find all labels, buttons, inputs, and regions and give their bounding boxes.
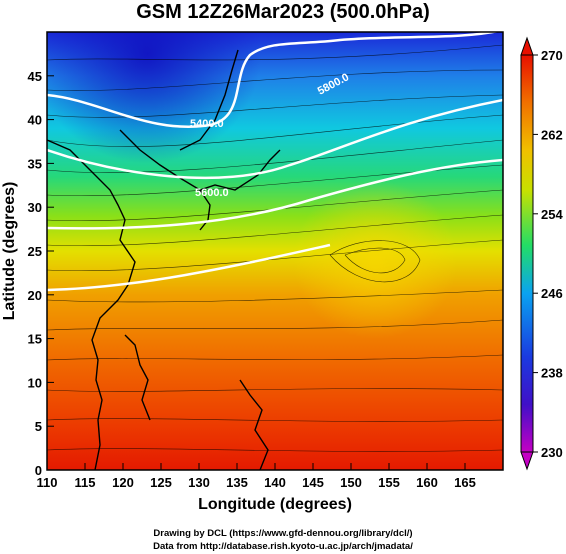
x-tick-label: 165 <box>454 475 476 490</box>
contour-label-5400: 5400.0 <box>190 118 224 130</box>
contour-label-5600: 5600.0 <box>195 187 229 199</box>
geopotential-contours <box>47 32 503 292</box>
y-tick-label: 15 <box>28 332 42 347</box>
x-tick-label: 150 <box>340 475 362 490</box>
x-tick-label: 130 <box>188 475 210 490</box>
y-axis-label: Latitude (degrees) <box>1 182 18 321</box>
colorbar: 230 238 246 254 262 270 <box>520 36 563 471</box>
credit-line-2: Data from http://database.rish.kyoto-u.a… <box>153 541 413 552</box>
colorbar-lower-arrow <box>520 451 534 471</box>
y-tick-label: 10 <box>28 375 42 390</box>
x-axis-label: Longitude (degrees) <box>198 496 352 513</box>
colorbar-tick-label: 238 <box>541 366 563 381</box>
colorbar-tick-label: 254 <box>541 207 563 222</box>
x-tick-label: 155 <box>378 475 400 490</box>
x-tick-label: 140 <box>264 475 286 490</box>
colorbar-tick-label: 270 <box>541 48 563 63</box>
y-tick-label: 25 <box>28 244 42 259</box>
y-axis: 0 5 10 15 20 25 30 35 40 45 <box>28 69 54 478</box>
colorbar-tick-label: 262 <box>541 127 563 142</box>
credit-line-1: Drawing by DCL (https://www.gfd-dennou.o… <box>153 528 413 539</box>
x-tick-label: 145 <box>302 475 324 490</box>
y-tick-label: 5 <box>35 419 42 434</box>
x-tick-label: 135 <box>226 475 248 490</box>
colorbar-tick-label: 246 <box>541 286 563 301</box>
map-title: GSM 12Z26Mar2023 (500.0hPa) <box>136 1 430 23</box>
x-axis: 110 115 120 125 130 135 140 145 150 155 160 165 <box>37 463 476 490</box>
x-tick-label: 160 <box>416 475 438 490</box>
y-tick-label: 40 <box>28 113 42 128</box>
x-tick-label: 115 <box>75 475 96 490</box>
y-tick-label: 35 <box>28 156 42 171</box>
colorbar-tick-label: 230 <box>541 445 563 460</box>
streamlines <box>47 44 503 452</box>
x-tick-label: 125 <box>150 475 172 490</box>
y-tick-label: 0 <box>35 463 42 478</box>
temperature-field: 5400.0 5600.0 5800.0 <box>47 32 503 470</box>
colorbar-upper-arrow <box>520 36 534 56</box>
y-tick-label: 45 <box>28 69 42 84</box>
x-tick-label: 120 <box>112 475 134 490</box>
x-tick-label: 110 <box>37 475 58 490</box>
y-tick-label: 30 <box>28 200 42 215</box>
coastlines <box>47 49 281 470</box>
y-tick-label: 20 <box>28 288 42 303</box>
colorbar-scale <box>520 54 534 453</box>
